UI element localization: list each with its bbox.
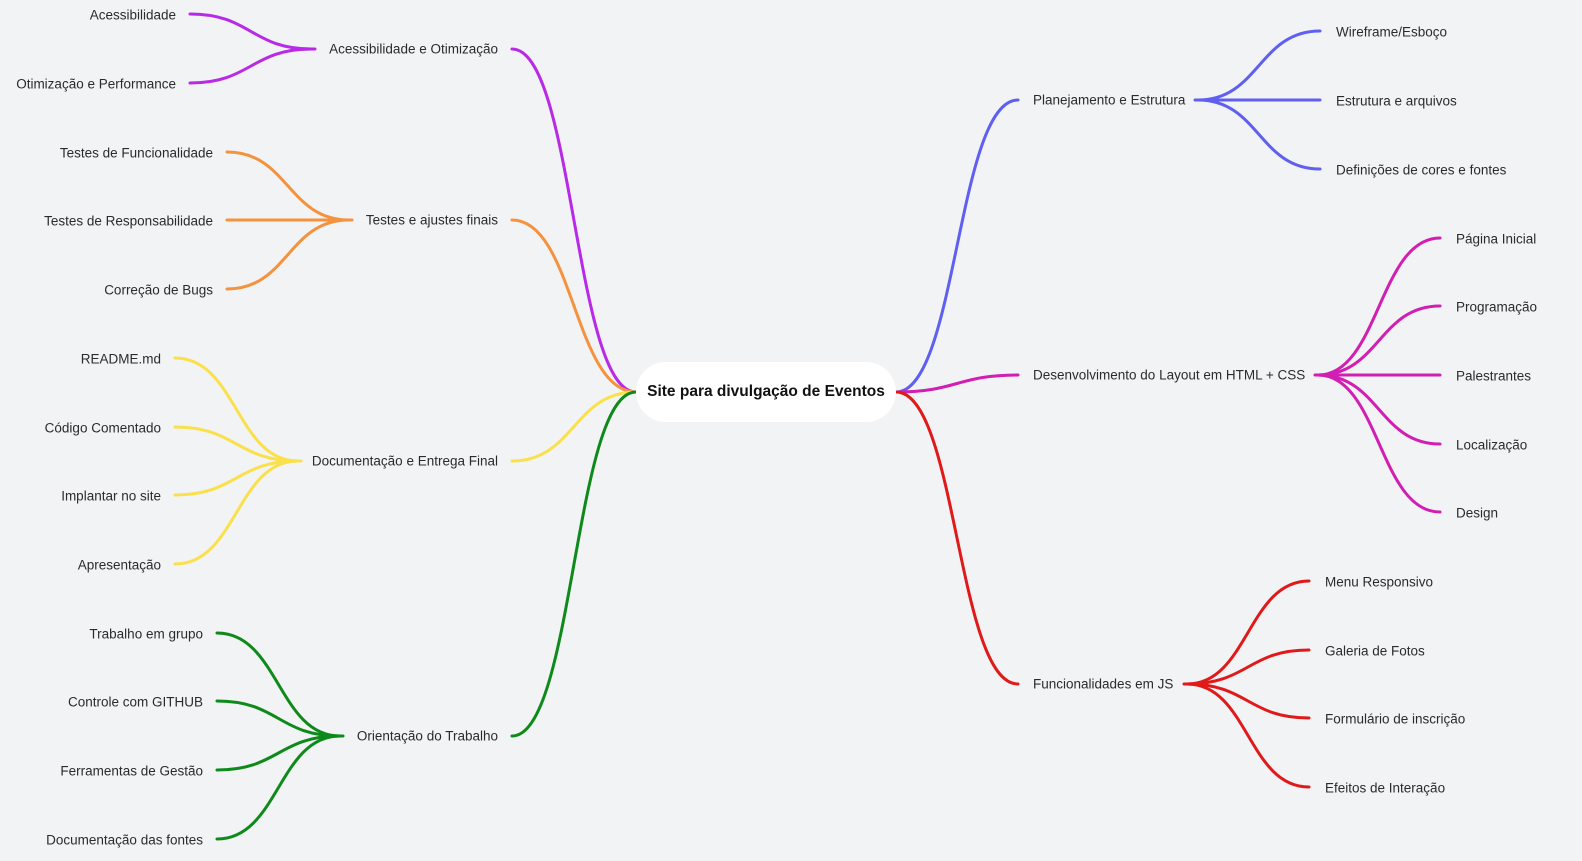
child-connector-planejamento-estrutura-0 xyxy=(1196,29,1322,102)
leaf-label-desenvolvimento-layout-3[interactable]: Localização xyxy=(1456,438,1527,453)
branch-connector-documentacao-entrega xyxy=(510,390,638,463)
leaf-label-planejamento-estrutura-0[interactable]: Wireframe/Esboço xyxy=(1336,25,1447,40)
branch-label-acessibilidade-otimizacao[interactable]: Acessibilidade e Otimização xyxy=(329,42,498,57)
leaf-label-testes-ajustes-0[interactable]: Testes de Funcionalidade xyxy=(60,146,213,161)
connector-lines xyxy=(173,12,1442,841)
branch-connector-acessibilidade-otimizacao xyxy=(510,47,638,394)
child-connector-testes-ajustes-2 xyxy=(225,218,351,291)
leaf-label-funcionalidades-js-1[interactable]: Galeria de Fotos xyxy=(1325,644,1425,659)
leaf-label-orientacao-trabalho-0[interactable]: Trabalho em grupo xyxy=(89,627,203,642)
child-connector-documentacao-entrega-2 xyxy=(173,459,300,497)
leaf-label-documentacao-entrega-0[interactable]: README.md xyxy=(81,352,161,367)
child-connector-orientacao-trabalho-3 xyxy=(215,734,342,841)
leaf-label-desenvolvimento-layout-2[interactable]: Palestrantes xyxy=(1456,369,1531,384)
child-connector-desenvolvimento-layout-0 xyxy=(1316,236,1442,377)
branch-label-funcionalidades-js[interactable]: Funcionalidades em JS xyxy=(1033,677,1173,692)
leaf-label-funcionalidades-js-3[interactable]: Efeitos de Interação xyxy=(1325,781,1445,796)
branch-connector-funcionalidades-js xyxy=(894,390,1020,686)
leaf-label-testes-ajustes-2[interactable]: Correção de Bugs xyxy=(104,283,213,298)
child-connector-documentacao-entrega-0 xyxy=(173,356,300,463)
branch-label-testes-ajustes[interactable]: Testes e ajustes finais xyxy=(366,213,498,228)
child-connector-testes-ajustes-0 xyxy=(225,150,351,222)
child-connector-funcionalidades-js-0 xyxy=(1185,579,1311,686)
child-connector-desenvolvimento-layout-4 xyxy=(1316,373,1442,514)
leaf-label-desenvolvimento-layout-1[interactable]: Programação xyxy=(1456,300,1537,315)
branch-label-orientacao-trabalho[interactable]: Orientação do Trabalho xyxy=(357,729,498,744)
leaf-label-desenvolvimento-layout-0[interactable]: Página Inicial xyxy=(1456,232,1536,247)
child-connector-orientacao-trabalho-1 xyxy=(215,699,342,738)
child-connector-acessibilidade-otimizacao-1 xyxy=(188,47,314,85)
child-connector-desenvolvimento-layout-3 xyxy=(1316,373,1442,446)
branch-connector-testes-ajustes xyxy=(510,218,638,394)
branch-connector-planejamento-estrutura xyxy=(894,98,1020,394)
leaf-label-planejamento-estrutura-2[interactable]: Definições de cores e fontes xyxy=(1336,163,1507,178)
branch-label-planejamento-estrutura[interactable]: Planejamento e Estrutura xyxy=(1033,93,1186,108)
child-connector-planejamento-estrutura-2 xyxy=(1196,98,1322,171)
child-connector-desenvolvimento-layout-1 xyxy=(1316,304,1442,377)
child-connector-funcionalidades-js-1 xyxy=(1185,648,1311,686)
child-connector-acessibilidade-otimizacao-0 xyxy=(188,12,314,51)
branch-label-documentacao-entrega[interactable]: Documentação e Entrega Final xyxy=(312,454,498,469)
child-connector-orientacao-trabalho-2 xyxy=(215,734,342,772)
root-node-label: Site para divulgação de Eventos xyxy=(647,383,885,400)
leaf-label-testes-ajustes-1[interactable]: Testes de Responsabilidade xyxy=(44,214,213,229)
node-labels: Acessibilidade e Otimização Acessibilidad… xyxy=(16,8,1537,848)
branch-connector-orientacao-trabalho xyxy=(510,390,638,738)
leaf-label-documentacao-entrega-1[interactable]: Código Comentado xyxy=(45,421,161,436)
branch-connector-desenvolvimento-layout xyxy=(894,373,1020,394)
child-connector-funcionalidades-js-3 xyxy=(1185,682,1311,789)
root-node[interactable]: Site para divulgação de Eventos xyxy=(636,362,896,422)
leaf-label-desenvolvimento-layout-4[interactable]: Design xyxy=(1456,506,1498,521)
leaf-label-planejamento-estrutura-1[interactable]: Estrutura e arquivos xyxy=(1336,94,1457,109)
leaf-label-orientacao-trabalho-3[interactable]: Documentação das fontes xyxy=(46,833,203,848)
leaf-label-documentacao-entrega-2[interactable]: Implantar no site xyxy=(61,489,161,504)
leaf-label-acessibilidade-otimizacao-1[interactable]: Otimização e Performance xyxy=(16,77,176,92)
leaf-label-orientacao-trabalho-1[interactable]: Controle com GITHUB xyxy=(68,695,203,710)
branch-label-desenvolvimento-layout[interactable]: Desenvolvimento do Layout em HTML + CSS xyxy=(1033,368,1305,383)
leaf-label-documentacao-entrega-3[interactable]: Apresentação xyxy=(78,558,161,573)
child-connector-orientacao-trabalho-0 xyxy=(215,631,342,738)
child-connector-documentacao-entrega-1 xyxy=(173,425,300,463)
leaf-label-acessibilidade-otimizacao-0[interactable]: Acessibilidade xyxy=(90,8,176,23)
leaf-label-funcionalidades-js-2[interactable]: Formulário de inscrição xyxy=(1325,712,1465,727)
leaf-label-funcionalidades-js-0[interactable]: Menu Responsivo xyxy=(1325,575,1433,590)
child-connector-funcionalidades-js-2 xyxy=(1185,682,1311,720)
leaf-label-orientacao-trabalho-2[interactable]: Ferramentas de Gestão xyxy=(60,764,203,779)
child-connector-documentacao-entrega-3 xyxy=(173,459,300,566)
